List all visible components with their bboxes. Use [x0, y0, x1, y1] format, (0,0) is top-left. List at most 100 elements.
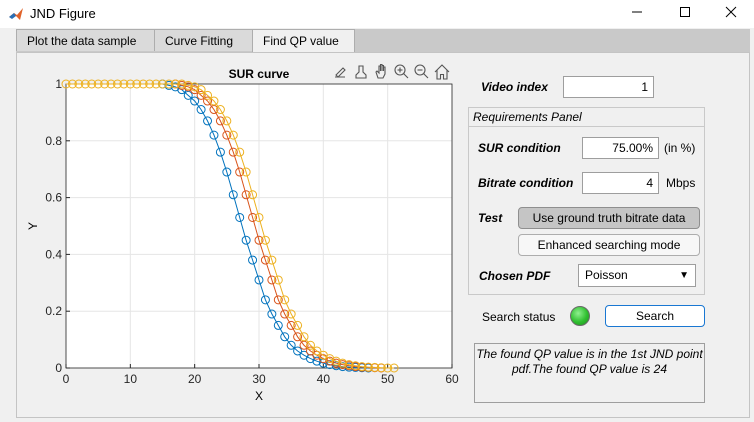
data-point: [254, 235, 264, 245]
data-point: [61, 79, 71, 89]
y-tick-label: 1: [55, 77, 62, 91]
tab-plot-data-sample[interactable]: Plot the data sample: [16, 29, 155, 51]
bitrate-condition-input[interactable]: 4: [582, 172, 659, 194]
tab-find-qp-value[interactable]: Find QP value: [252, 29, 355, 53]
data-point: [190, 85, 200, 95]
data-point: [203, 116, 213, 126]
data-point: [338, 358, 348, 368]
zoom-out-icon[interactable]: [414, 64, 429, 79]
requirements-panel-title: Requirements Panel: [473, 110, 582, 124]
requirements-panel: [468, 107, 705, 295]
data-point: [203, 90, 213, 100]
data-point: [222, 116, 232, 126]
data-point: [158, 79, 167, 89]
data-point: [254, 212, 264, 222]
data-point: [196, 85, 206, 95]
test-label: Test: [478, 211, 503, 225]
x-tick-label: 40: [317, 372, 331, 386]
data-point: [164, 79, 174, 89]
data-point: [67, 79, 77, 89]
data-point: [228, 190, 238, 200]
data-point: [351, 361, 360, 371]
tab-curve-fitting[interactable]: Curve Fitting: [154, 29, 253, 51]
y-axis-label: Y: [26, 222, 40, 230]
x-tick-label: 20: [188, 372, 202, 386]
data-point: [228, 147, 238, 157]
maximize-icon: [680, 7, 690, 17]
data-point: [260, 255, 270, 265]
video-index-label: Video index: [481, 80, 548, 94]
data-point: [273, 275, 283, 285]
data-point: [248, 255, 258, 265]
data-point: [280, 295, 290, 305]
data-point: [170, 79, 180, 89]
series-line: [66, 83, 395, 369]
data-point: [145, 79, 155, 89]
data-point: [344, 360, 354, 370]
data-point: [190, 96, 200, 106]
maximize-button[interactable]: [662, 0, 708, 28]
data-point: [209, 130, 219, 140]
data-point: [151, 79, 161, 89]
sur-condition-unit: (in %): [664, 141, 696, 155]
data-point: [215, 147, 225, 157]
status-lamp: [570, 306, 590, 326]
pan-hand-icon[interactable]: [375, 63, 386, 79]
data-point: [299, 332, 309, 342]
export-icon[interactable]: [335, 67, 346, 78]
data-point: [87, 79, 97, 89]
matlab-icon: [9, 8, 23, 20]
data-point: [106, 79, 116, 89]
y-tick-label: 0.6: [45, 191, 62, 205]
data-point: [119, 79, 129, 89]
data-point: [183, 90, 193, 100]
data-point: [286, 320, 296, 330]
data-point: [370, 362, 380, 372]
data-point: [196, 105, 206, 115]
data-point: [273, 320, 283, 330]
x-tick-label: 50: [381, 372, 395, 386]
data-point: [196, 90, 206, 100]
chosen-pdf-select[interactable]: Poisson ▼: [578, 264, 696, 287]
zoom-in-icon[interactable]: [394, 64, 409, 79]
ground-truth-bitrate-button[interactable]: Use ground truth bitrate data: [518, 207, 700, 229]
result-text: The found QP value is in the 1st JND poi…: [476, 347, 703, 376]
data-point: [331, 361, 341, 371]
data-point: [215, 116, 225, 126]
result-text-area: The found QP value is in the 1st JND poi…: [474, 343, 705, 403]
data-point: [305, 346, 315, 356]
video-index-input[interactable]: 1: [563, 76, 654, 98]
data-point: [74, 79, 84, 89]
sur-condition-input[interactable]: 75.00%: [582, 137, 659, 159]
search-status-label: Search status: [482, 310, 556, 324]
chart-grid: [65, 83, 453, 369]
brush-icon[interactable]: [355, 65, 367, 79]
data-point: [260, 235, 270, 245]
home-icon[interactable]: [434, 64, 450, 80]
y-tick-label: 0.2: [45, 304, 62, 318]
series-3: [61, 79, 399, 373]
close-button[interactable]: [708, 0, 754, 28]
data-point: [286, 309, 296, 319]
data-point: [209, 105, 219, 115]
data-point: [177, 79, 187, 89]
data-point: [267, 275, 277, 285]
data-point: [222, 130, 232, 140]
search-button[interactable]: Search: [605, 305, 705, 327]
axes-toolbar: [335, 63, 450, 80]
data-point: [235, 212, 245, 222]
data-point: [299, 340, 309, 350]
data-point: [203, 96, 213, 106]
data-point: [209, 96, 219, 106]
data-point: [248, 190, 258, 200]
y-tick-label: 0: [55, 361, 62, 375]
data-point: [100, 79, 110, 89]
data-point: [376, 363, 386, 373]
y-tick-label: 0.4: [45, 247, 62, 261]
minimize-button[interactable]: [614, 0, 660, 28]
enhanced-search-button[interactable]: Enhanced searching mode: [518, 234, 700, 256]
data-point: [241, 235, 251, 245]
x-tick-label: 60: [445, 372, 459, 386]
data-point: [357, 362, 367, 372]
